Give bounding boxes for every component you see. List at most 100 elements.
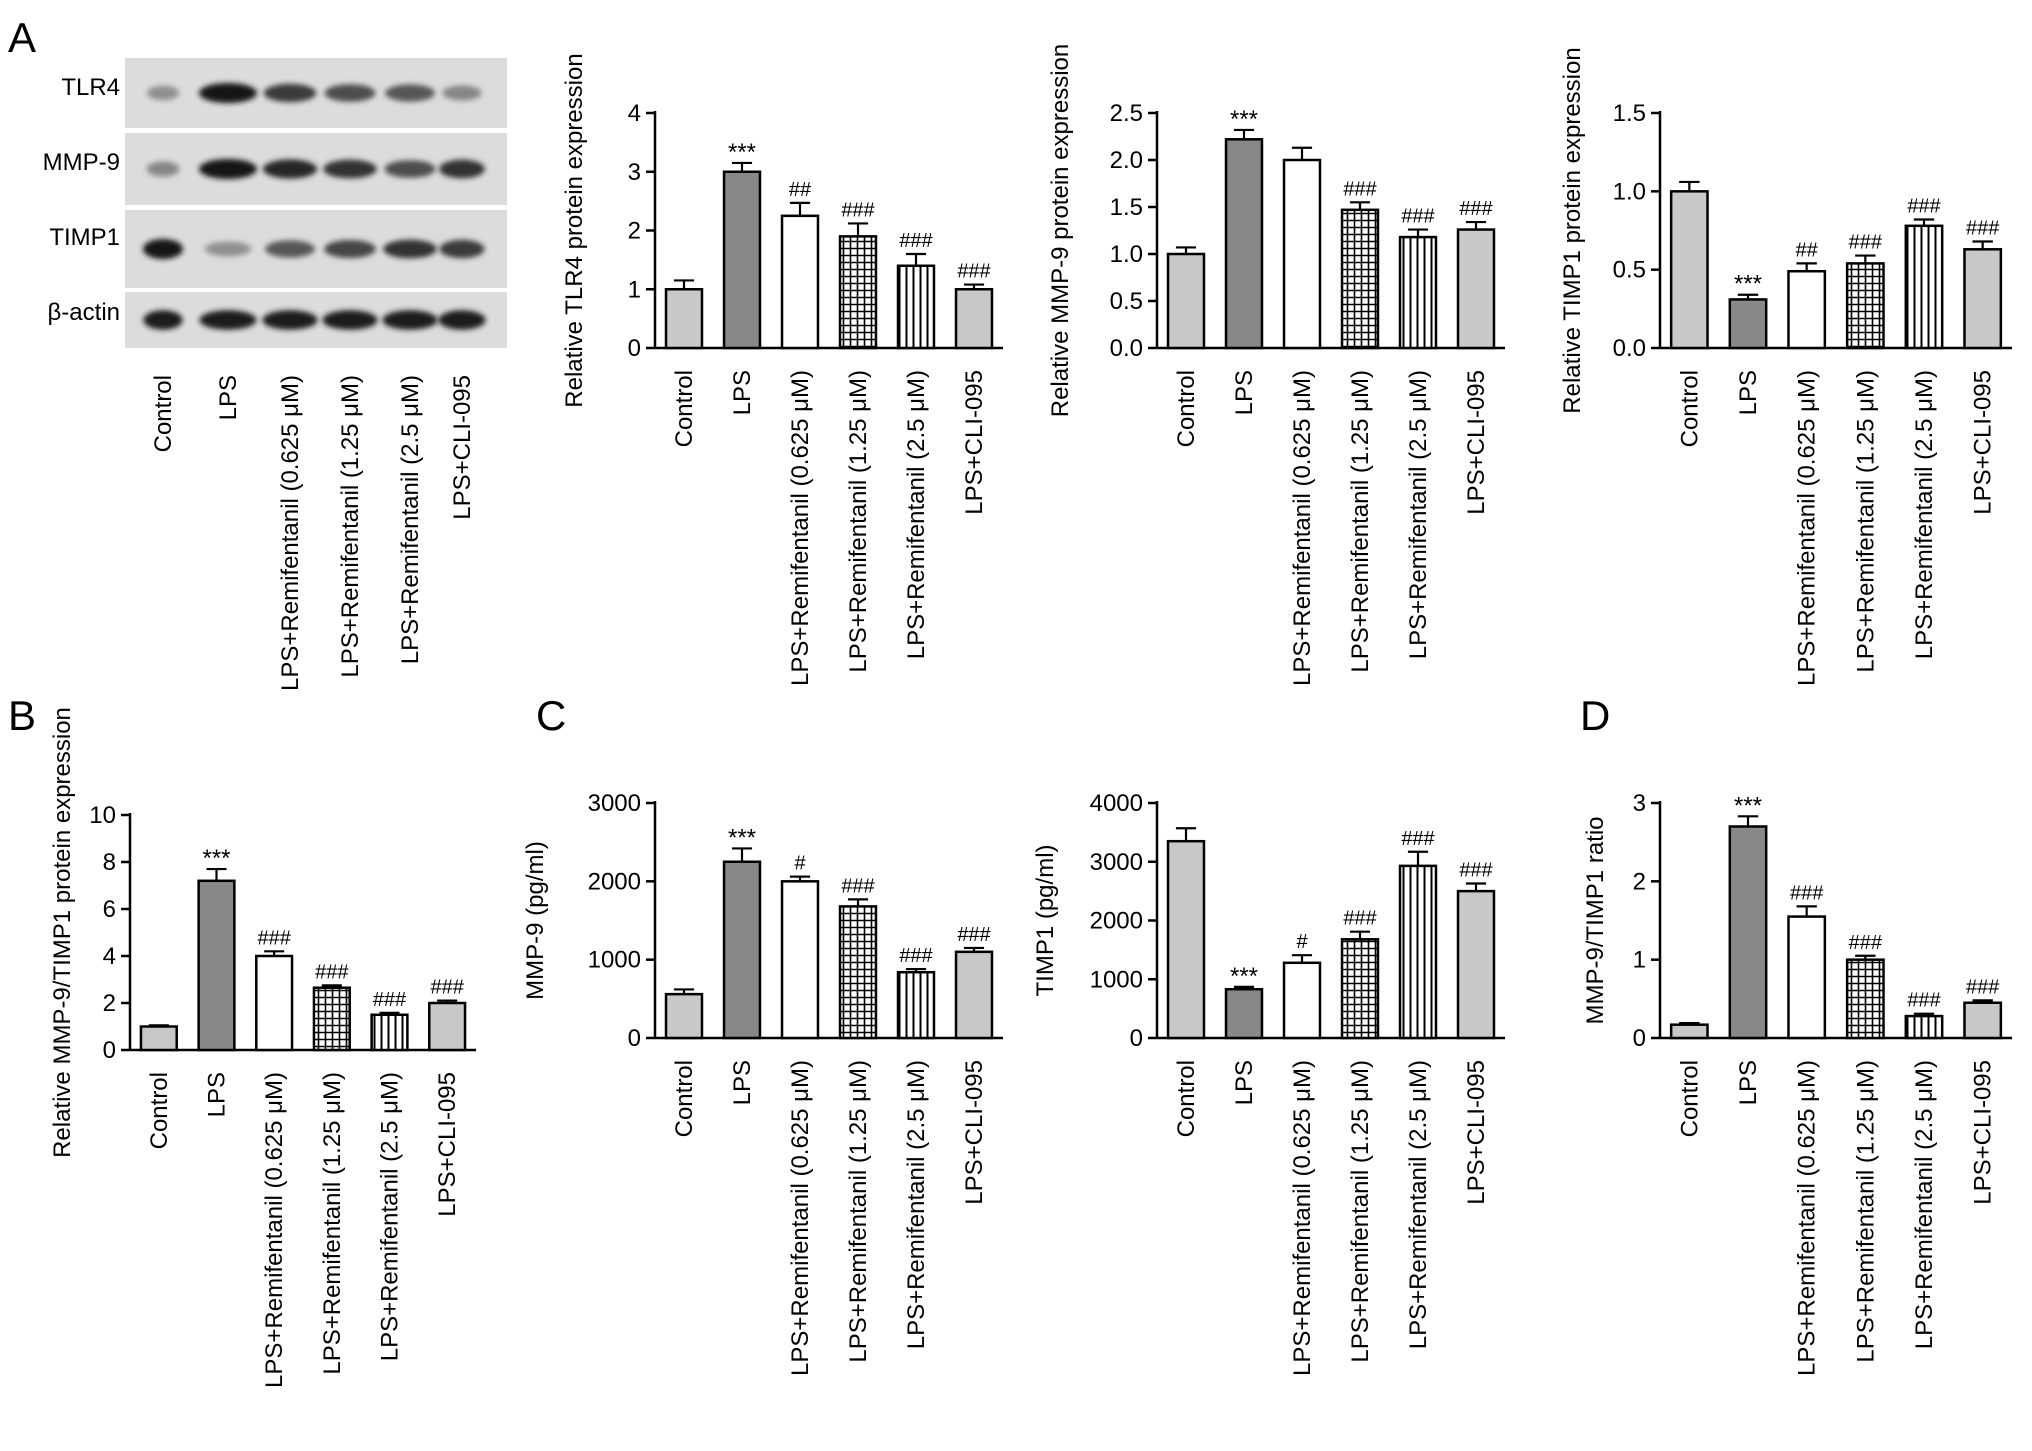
significance-label: ###: [841, 199, 875, 221]
y-tick-label: 0: [628, 335, 641, 362]
significance-label: ###: [1907, 196, 1941, 218]
bar-charts: 0 1 2 3 4 Relative TLR4 protein expression Con…: [49, 44, 2012, 1388]
bar: [1845, 958, 1885, 1040]
blot-band: [383, 239, 437, 259]
y-axis-label: MMP-9 (pg/ml): [522, 841, 549, 1000]
blot-band: [199, 310, 257, 330]
x-tick-label: LPS+Remifentanil (2.5 μM): [1911, 1060, 1938, 1349]
y-tick-label: 0.0: [1613, 335, 1646, 362]
significance-label: ###: [1401, 206, 1435, 228]
significance-label: ###: [373, 989, 407, 1011]
significance-label: ###: [1907, 990, 1941, 1012]
x-tick-label: LPS: [729, 370, 756, 415]
significance-label: ***: [1230, 106, 1258, 133]
y-tick-label: 2: [1633, 868, 1646, 895]
blot-lane-label: Control: [150, 375, 177, 452]
significance-label: #: [794, 853, 806, 875]
significance-label: ##: [789, 179, 812, 201]
bar: [1904, 1014, 1944, 1040]
y-tick-label: 1.0: [1110, 241, 1143, 268]
x-tick-label: Control: [1173, 1060, 1200, 1137]
bar: [1282, 158, 1322, 350]
significance-label: ###: [957, 261, 991, 283]
x-tick-label: Control: [1173, 370, 1200, 447]
significance-label: ###: [257, 927, 291, 949]
blot-row-label: β-actin: [48, 299, 121, 326]
blot-band: [146, 85, 180, 101]
significance-label: ###: [1343, 178, 1377, 200]
x-tick-label: LPS+Remifentanil (2.5 μM): [1911, 370, 1938, 659]
significance-label: ###: [315, 961, 349, 983]
x-tick-label: Control: [1676, 370, 1703, 447]
x-tick-label: LPS+CLI-095: [961, 1060, 988, 1205]
x-tick-label: LPS: [1735, 1060, 1762, 1105]
y-tick-label: 3: [1633, 790, 1646, 817]
blot-band: [438, 310, 486, 330]
y-tick-label: 0: [1633, 1025, 1646, 1052]
y-tick-label: 2: [628, 218, 641, 245]
bar: [139, 1025, 178, 1052]
blot-band: [384, 84, 436, 102]
y-tick-label: 2000: [588, 868, 641, 895]
chart-timp1: 0.0 0.5 1.0 1.5 Relative TIMP1 protein expre…: [1559, 47, 2012, 686]
chart-tlr4: 0 1 2 3 4 Relative TLR4 protein expression Con…: [561, 53, 1003, 686]
x-tick-label: LPS+Remifentanil (1.25 μM): [1347, 370, 1374, 673]
y-tick-label: 3000: [1090, 849, 1143, 876]
y-tick-label: 1.5: [1613, 100, 1646, 127]
bar: [1166, 252, 1206, 350]
western-blot: TLR4 MMP-9 TIMP1 β-actin Control LPS LPS+Remif…: [43, 58, 507, 691]
x-tick-label: Control: [1676, 1060, 1703, 1137]
y-tick-label: 6: [103, 896, 116, 923]
bar: [255, 954, 294, 1052]
significance-label: ***: [1230, 963, 1258, 990]
x-tick-label: LPS+Remifentanil (1.25 μM): [845, 370, 872, 673]
y-axis-label: Relative MMP-9 protein expression: [1047, 44, 1074, 418]
y-tick-label: 2.5: [1110, 100, 1143, 127]
chart-ratio-d: 0 1 2 3 MMP-9/TIMP1 ratio Control *** LPS ### LPS…: [1582, 790, 2012, 1376]
x-tick-label: LPS+Remifentanil (0.625 μM): [787, 1060, 814, 1376]
bar: [1963, 1001, 2003, 1040]
y-tick-label: 0: [1130, 1025, 1143, 1052]
bar: [1904, 224, 1944, 350]
blot-band: [204, 241, 252, 257]
x-tick-label: LPS+Remifentanil (0.625 μM): [1794, 370, 1821, 686]
bar: [1669, 1023, 1709, 1040]
x-tick-label: LPS+Remifentanil (2.5 μM): [1405, 370, 1432, 659]
y-tick-label: 0: [628, 1025, 641, 1052]
x-tick-label: LPS: [729, 1060, 756, 1105]
blot-band: [262, 159, 318, 179]
significance-label: ###: [430, 977, 464, 999]
y-axis-label: Relative TLR4 protein expression: [561, 53, 588, 407]
blot-band: [324, 84, 376, 102]
blot-band: [264, 240, 316, 258]
significance-label: ###: [957, 924, 991, 946]
y-tick-label: 1000: [588, 947, 641, 974]
bar: [1398, 235, 1438, 350]
blot-band: [146, 161, 180, 177]
x-tick-label: LPS: [204, 1072, 231, 1117]
bar: [1224, 987, 1264, 1040]
panel-letter-d: D: [1580, 692, 1611, 739]
bar: [1963, 248, 2003, 350]
bar: [428, 1001, 467, 1052]
y-tick-label: 4: [628, 100, 641, 127]
blot-lane-label: LPS+Remifentanil (2.5 μM): [397, 375, 424, 664]
blot-band: [199, 83, 257, 103]
bar: [838, 235, 878, 350]
bar: [312, 986, 351, 1052]
y-tick-label: 8: [103, 849, 116, 876]
x-tick-label: LPS+Remifentanil (2.5 μM): [1405, 1060, 1432, 1349]
significance-label: ###: [1343, 908, 1377, 930]
x-tick-label: Control: [146, 1072, 173, 1149]
x-tick-label: LPS+CLI-095: [1463, 1060, 1490, 1205]
y-tick-label: 2: [103, 990, 116, 1017]
x-tick-label: LPS+Remifentanil (0.625 μM): [1289, 370, 1316, 686]
blot-band: [262, 310, 318, 330]
significance-label: #: [1296, 931, 1308, 953]
bar: [722, 860, 762, 1040]
blot-row-label: MMP-9: [43, 149, 120, 176]
blot-lane-label: LPS+CLI-095: [449, 375, 476, 520]
significance-label: ###: [1459, 198, 1493, 220]
chart-ratio-b: 0 2 4 6 8 10 Relative MMP-9/TIMP1 protein expr…: [49, 707, 476, 1388]
